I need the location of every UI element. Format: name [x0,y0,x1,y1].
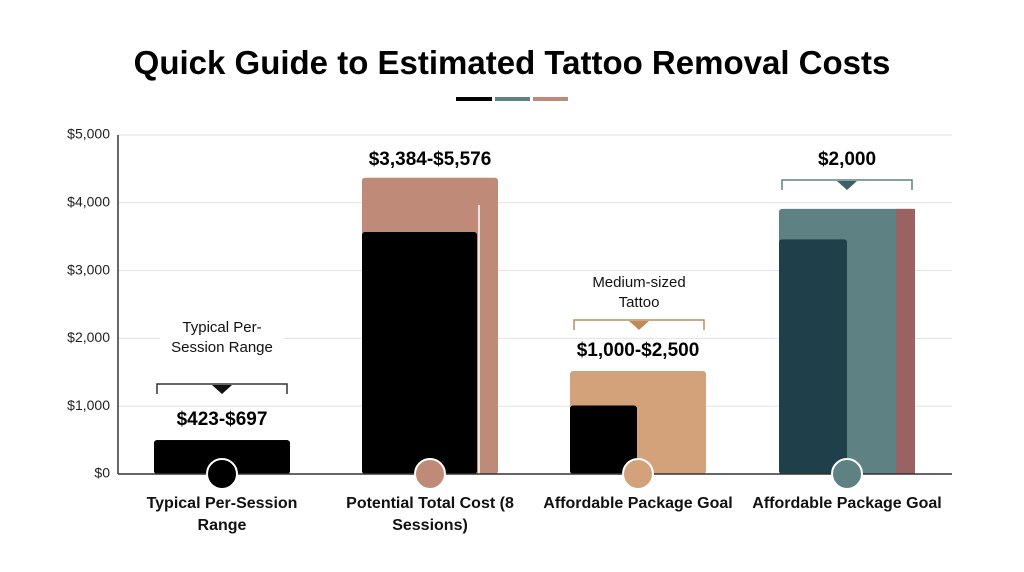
y-tick-label: $5,000 [67,126,110,142]
bracket [156,383,288,394]
icons [206,458,863,490]
bar [570,405,637,474]
range-label: $1,000-$2,500 [577,340,700,361]
y-tick-label: $1,000 [67,397,110,413]
bracket [781,179,913,190]
icon [414,458,446,490]
bar [154,440,290,474]
y-tick-label: $2,000 [67,329,110,345]
icon [622,458,654,490]
y-tick-label: $0 [94,465,110,481]
y-tick-label: $4,000 [67,194,110,210]
bars [154,177,915,475]
bracket-pointer [212,385,232,394]
bracket-pointer [629,321,649,330]
x-tick-label: Affordable Package Goal [543,495,733,512]
bar [779,239,847,474]
icon [831,458,863,490]
bar-accent [896,208,915,475]
x-tick-label: Affordable Package Goal [752,495,942,512]
range-label: $2,000 [818,149,876,170]
y-tick-label: $3,000 [67,261,110,277]
range-label: $423-$697 [177,409,268,430]
annotation: Medium-sized Tattoo [578,273,700,313]
chart-title: Quick Guide to Estimated Tattoo Removal … [133,44,891,81]
bracket [573,319,705,330]
icon [206,458,238,490]
annotation: Typical Per-Session Range [160,318,284,358]
x-tick-label: Potential Total Cost (8 Sessions) [346,495,514,534]
x-tick-label: Typical Per-Session Range [146,495,298,534]
range-label: $3,384-$5,576 [369,149,492,170]
bar [362,231,477,474]
bracket-pointer [837,181,857,190]
